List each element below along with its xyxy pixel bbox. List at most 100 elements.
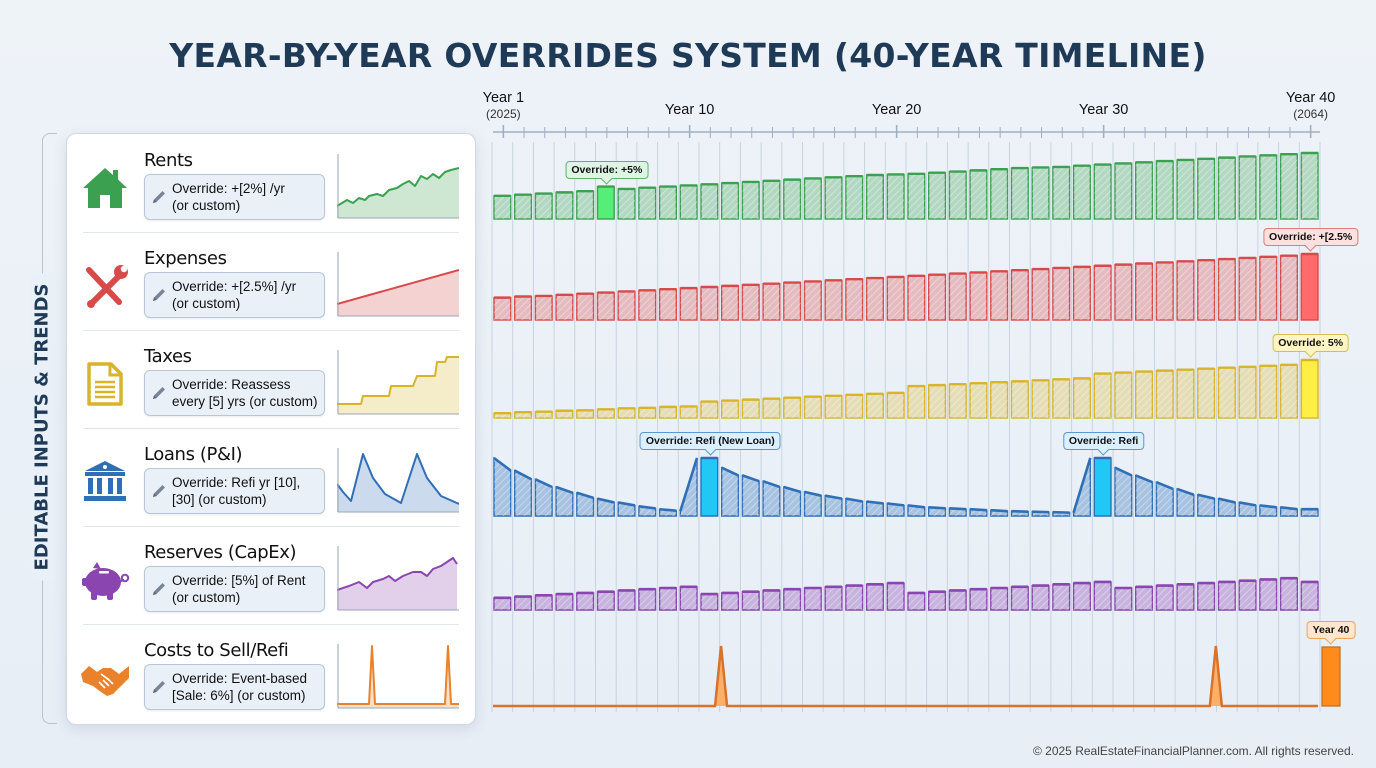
bar-hatch bbox=[680, 185, 697, 219]
pencil-icon[interactable] bbox=[151, 385, 167, 401]
bar-hatch bbox=[1239, 366, 1256, 418]
input-row-taxes: Taxes Override: Reassess every [5] yrs (or… bbox=[67, 330, 475, 428]
bar-hatch bbox=[576, 410, 594, 418]
bar-hatch bbox=[1011, 270, 1029, 320]
bar-hatch bbox=[970, 170, 987, 219]
bar-hatch bbox=[866, 501, 884, 516]
bar-hatch bbox=[1011, 381, 1029, 418]
override-callout-rents-6[interactable]: Override: +5% bbox=[565, 160, 649, 179]
bar-hatch bbox=[763, 180, 780, 219]
bar-hatch bbox=[1218, 581, 1236, 610]
bar-top bbox=[804, 490, 822, 497]
input-name: Reserves (CapEx) bbox=[144, 542, 297, 563]
bar-top bbox=[928, 506, 946, 510]
input-name: Loans (P&I) bbox=[144, 444, 243, 465]
pencil-icon[interactable] bbox=[151, 581, 167, 597]
input-row-reserves: Reserves (CapEx) Override: [5%] of Rent (o… bbox=[67, 526, 475, 624]
bar-hatch bbox=[887, 392, 904, 418]
year-label-10: Year 10 bbox=[665, 102, 714, 118]
input-name: Costs to Sell/Refi bbox=[144, 640, 289, 661]
year-label-text: Year 40 bbox=[1285, 90, 1336, 106]
bar-hatch bbox=[1115, 467, 1132, 516]
bar-top bbox=[1176, 487, 1195, 496]
override-field-taxes[interactable]: Override: Reassess every [5] yrs (or cust… bbox=[144, 370, 325, 416]
bar-top bbox=[1114, 466, 1133, 477]
bar-hatch bbox=[1135, 586, 1153, 610]
bar-hatch bbox=[1239, 580, 1256, 610]
override-field-rents[interactable]: Override: +[2%] /yr (or custom) bbox=[144, 174, 325, 220]
override-text: Override: +[2%] /yr (or custom) bbox=[172, 181, 322, 214]
year-label-30: Year 30 bbox=[1079, 102, 1128, 118]
bar-hatch bbox=[1052, 584, 1070, 610]
bar-hatch bbox=[1218, 259, 1236, 320]
bar-hatch bbox=[908, 592, 925, 610]
bar-hatch bbox=[742, 181, 760, 219]
bar-hatch bbox=[845, 394, 863, 418]
bar-hatch bbox=[1073, 266, 1091, 320]
input-name: Expenses bbox=[144, 248, 227, 269]
series-reserves bbox=[493, 576, 1319, 611]
bar-hatch bbox=[701, 594, 718, 610]
bar-hatch bbox=[556, 594, 573, 610]
bar-hatch bbox=[618, 291, 635, 320]
bar-top bbox=[1218, 497, 1236, 504]
bar-hatch bbox=[742, 591, 760, 610]
bar-hatch bbox=[825, 177, 842, 219]
bar-hatch bbox=[618, 408, 635, 418]
series-costs bbox=[493, 645, 1341, 708]
bar-hatch bbox=[1177, 261, 1194, 320]
sparkline-area bbox=[337, 646, 459, 708]
year-label-sub: (2064) bbox=[1293, 107, 1328, 121]
override-callout-costs-40[interactable]: Year 40 bbox=[1306, 621, 1356, 639]
bar-hatch bbox=[721, 285, 739, 320]
bar-hatch bbox=[804, 396, 822, 418]
pencil-icon[interactable] bbox=[151, 483, 167, 499]
year-label-text: Year 20 bbox=[871, 102, 922, 118]
bar-hatch bbox=[1197, 494, 1215, 516]
bar-hatch bbox=[949, 273, 967, 320]
bar-top bbox=[762, 479, 781, 489]
bar-hatch bbox=[742, 284, 760, 320]
override-callout-loans-11[interactable]: Override: Refi (New Loan) bbox=[639, 432, 781, 450]
override-field-reserves[interactable]: Override: [5%] of Rent (or custom) bbox=[144, 566, 325, 612]
bar-hatch bbox=[1073, 378, 1091, 418]
bar-hatch bbox=[535, 411, 553, 418]
override-line-1: Override: Refi yr [10], bbox=[172, 475, 301, 490]
bar-hatch bbox=[556, 487, 573, 516]
bar-hatch bbox=[721, 400, 739, 418]
page-title: YEAR-BY-YEAR OVERRIDES SYSTEM (40-YEAR T… bbox=[169, 36, 1207, 75]
bar-hatch bbox=[783, 397, 801, 418]
bar-hatch bbox=[1052, 267, 1070, 320]
bar-top bbox=[1259, 504, 1277, 509]
bar-hatch bbox=[804, 491, 822, 516]
override-callout-loans-30[interactable]: Override: Refi bbox=[1062, 432, 1145, 450]
override-line-2: (or custom) bbox=[172, 589, 241, 605]
bar-top bbox=[845, 497, 863, 503]
bar-hatch bbox=[825, 395, 842, 418]
bar-hatch bbox=[928, 385, 946, 418]
input-name: Taxes bbox=[144, 346, 192, 367]
pencil-icon[interactable] bbox=[151, 679, 167, 695]
bar-hatch bbox=[1052, 379, 1070, 418]
bar-hatch bbox=[845, 498, 863, 516]
override-callout-taxes-40[interactable]: Override: 5% bbox=[1272, 334, 1350, 352]
override-text: Override: Reassess every [5] yrs (or cust… bbox=[172, 377, 322, 410]
override-field-loans[interactable]: Override: Refi yr [10], [30] (or custom) bbox=[144, 468, 325, 514]
bar-hatch bbox=[680, 288, 697, 320]
bar-hatch bbox=[1280, 364, 1298, 418]
bar-hatch bbox=[908, 275, 925, 320]
bar-hatch bbox=[494, 597, 511, 610]
override-text: Override: Refi yr [10], [30] (or custom) bbox=[172, 475, 322, 508]
override-field-expenses[interactable]: Override: +[2.5%] /yr (or custom) bbox=[144, 272, 325, 318]
pencil-icon[interactable] bbox=[151, 189, 167, 205]
bar-hatch bbox=[1156, 262, 1174, 320]
bar-hatch bbox=[514, 194, 532, 219]
series-expenses bbox=[493, 252, 1319, 321]
bar-hatch bbox=[1094, 164, 1111, 219]
override-callout-expenses-40[interactable]: Override: +[2.5% bbox=[1263, 228, 1359, 246]
bar-hatch bbox=[949, 590, 967, 610]
input-row-costs: Costs to Sell/Refi Override: Event-based[… bbox=[67, 624, 475, 722]
pencil-icon[interactable] bbox=[151, 287, 167, 303]
override-field-costs[interactable]: Override: Event-based [Sale: 6%] (or cust… bbox=[144, 664, 325, 710]
copyright-footer: © 2025 RealEstateFinancialPlanner.com. A… bbox=[1032, 744, 1354, 758]
